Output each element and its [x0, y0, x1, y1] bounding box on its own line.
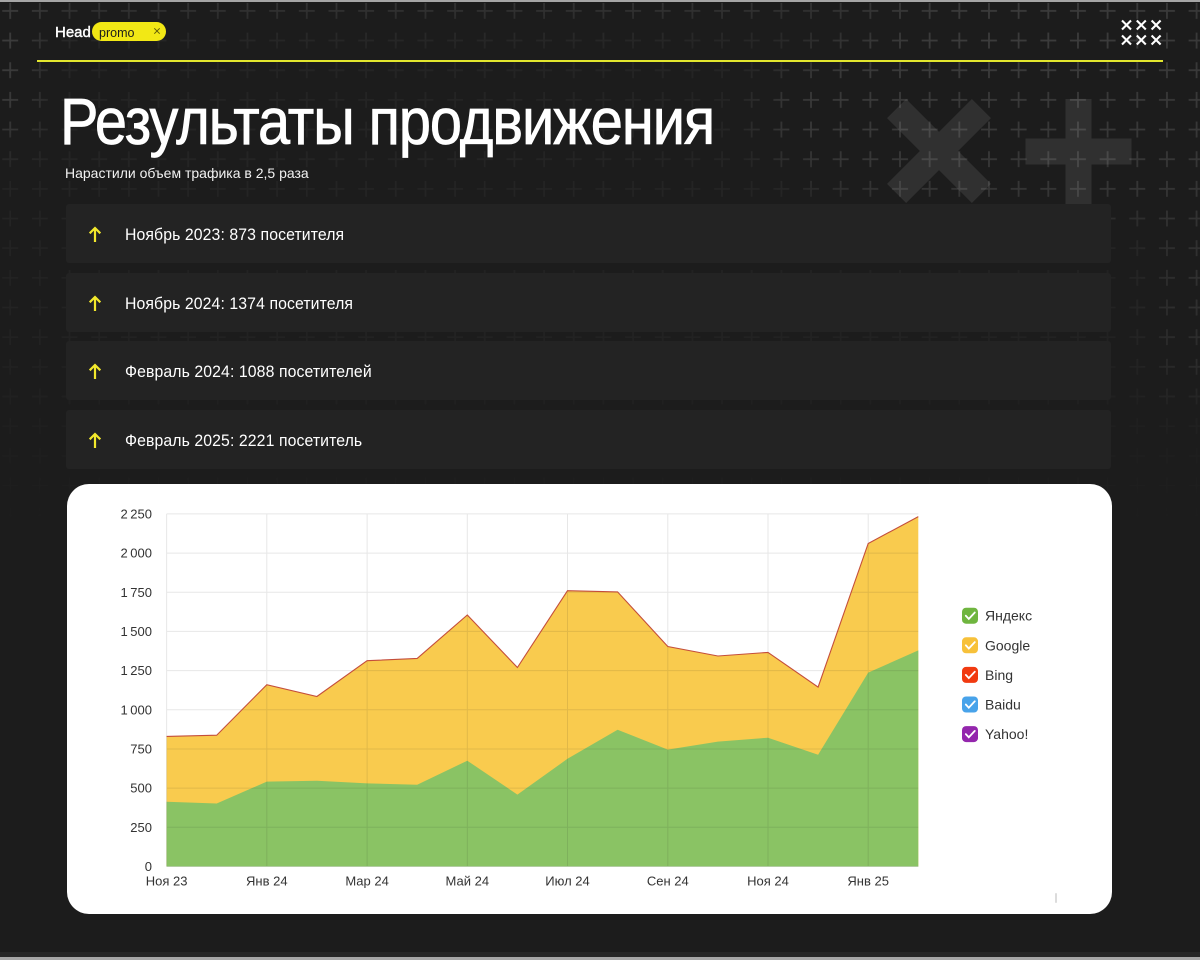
svg-text:Google: Google [985, 637, 1030, 653]
svg-text:1 250: 1 250 [120, 663, 152, 678]
svg-text:Янв 24: Янв 24 [246, 874, 288, 889]
svg-text:Июл 24: Июл 24 [545, 874, 589, 889]
svg-text:Bing: Bing [985, 667, 1013, 683]
svg-text:Ноя 24: Ноя 24 [747, 874, 789, 889]
svg-text:Сен 24: Сен 24 [647, 874, 689, 889]
svg-text:Ноя 23: Ноя 23 [146, 874, 188, 889]
svg-text:Яндекс: Яндекс [985, 608, 1032, 624]
svg-text:2 000: 2 000 [120, 546, 152, 561]
svg-text:Янв 25: Янв 25 [847, 874, 889, 889]
svg-text:2 250: 2 250 [120, 506, 152, 521]
svg-text:Baidu: Baidu [985, 697, 1021, 713]
svg-text:1 500: 1 500 [120, 624, 152, 639]
svg-text:Yahoo!: Yahoo! [985, 726, 1028, 742]
svg-text:250: 250 [130, 820, 152, 835]
svg-text:Мар 24: Мар 24 [345, 874, 389, 889]
svg-text:Май 24: Май 24 [446, 874, 490, 889]
svg-text:1 000: 1 000 [120, 702, 152, 717]
svg-text:500: 500 [130, 781, 152, 796]
svg-text:0: 0 [145, 859, 152, 874]
svg-text:1 750: 1 750 [120, 585, 152, 600]
svg-text:750: 750 [130, 742, 152, 757]
